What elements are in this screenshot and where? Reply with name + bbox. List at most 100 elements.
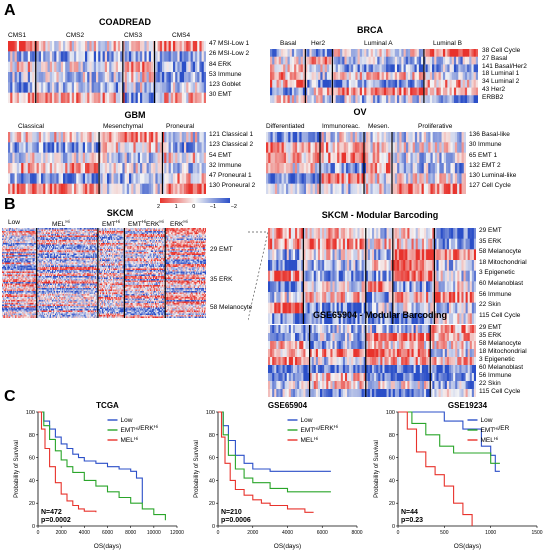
group-label: Proliferative [418,123,452,130]
y-tick-label: 40 [389,478,395,484]
group-label: Luminal B [433,40,462,47]
group-label: CMS3 [124,32,142,39]
y-tick-label: 80 [29,433,35,439]
row-label: 130 Proneural 2 [209,183,255,193]
group-label: Mesenchymal [103,123,143,130]
y-tick-label: 100 [386,410,395,416]
connector-line [248,232,268,320]
group-label: Her2 [311,40,325,47]
row-labels: 29 EMT 35 ERK 58 Melanocyte 18 Mitochond… [479,228,527,323]
heatmap-gbm [8,132,206,194]
heatmap-gse65904-mb [268,325,476,397]
scale-label: 1 [175,204,178,210]
group-label: Differentiated [266,123,305,130]
y-tick-label: 40 [29,478,35,484]
group-label: EMTHiERKHi [128,219,164,228]
y-tick-label: 100 [206,410,215,416]
row-label: 35 ERK [210,268,232,286]
chart-title: TCGA [96,401,119,410]
group-label: Mesen. [368,123,389,130]
y-tick-label: 20 [389,501,395,507]
x-tick-label: 2000 [56,530,67,536]
y-axis-label: Probability of Survival [194,440,200,498]
y-tick-label: 60 [209,456,215,462]
row-label: 29 EMT [210,238,233,256]
legend-label: EMTHi/ER [481,425,510,434]
legend-label: EMTHi/ERKHi [121,424,158,434]
heatmap-skcm [2,228,206,318]
group-label: CMS2 [66,32,84,39]
y-tick-label: 0 [32,524,35,530]
y-tick-label: 20 [29,501,35,507]
x-tick-label: 500 [440,530,449,536]
scale-label: 0 [192,204,195,210]
x-tick-label: 8000 [125,530,136,536]
group-label: Low [8,219,20,226]
chart-title: GSE19234 [448,401,488,410]
group-label: Classical [18,123,44,130]
x-tick-label: 2000 [247,530,258,536]
legend-label: Low [121,417,133,424]
x-axis-label: OS(days) [94,543,121,550]
stat-annotation: p=0.0002 [41,517,71,524]
stat-annotation: p=0.0006 [221,517,251,524]
x-tick-label: 4000 [79,530,90,536]
row-labels: 29 EMT 35 ERK 58 Melanocyte 18 Mitochond… [479,325,527,397]
panel-letter-a: A [4,2,16,20]
y-tick-label: 40 [209,478,215,484]
stat-annotation: N=472 [41,509,62,516]
km-curve [218,412,314,512]
x-tick-label: 6000 [317,530,328,536]
x-tick-label: 0 [217,530,220,536]
stat-annotation: N=210 [221,509,242,516]
heatmap-title: COADREAD [40,17,210,27]
y-tick-label: 60 [389,456,395,462]
stat-annotation: N=44 [401,509,418,516]
group-label: MELHi [52,219,70,228]
x-tick-label: 4000 [282,530,293,536]
group-label: EMTHi [102,219,120,228]
heatmap-title: GSE65904 - Modular Barcoding [290,310,470,320]
color-scale-bar [160,198,230,203]
heatmap-title: SKCM [70,208,170,218]
y-tick-label: 80 [389,433,395,439]
group-label: Basal [280,40,296,47]
row-labels: 136 Basal-like 30 Immune 65 EMT 1 132 EM… [469,132,516,194]
x-tick-label: 1500 [531,530,542,536]
heatmap-title: SKCM - Modular Barcoding [290,210,470,220]
legend-label: Low [481,417,493,424]
x-tick-label: 6000 [102,530,113,536]
heatmap-title: GBM [60,110,210,120]
y-tick-label: 20 [209,501,215,507]
row-label: ERBB2 [482,95,527,103]
heatmap-brca [270,49,478,103]
group-label: CMS4 [172,32,190,39]
x-tick-label: 12000 [170,530,184,536]
group-label: ERKHi [170,219,188,228]
scale-label: −1 [210,204,216,210]
y-tick-label: 60 [29,456,35,462]
y-tick-label: 80 [209,433,215,439]
x-tick-label: 0 [397,530,400,536]
legend-label: MELHi [301,436,319,444]
legend-label: MELHi [121,436,139,444]
legend-label: MELHi [481,436,499,444]
group-label: Proneural [166,123,194,130]
group-label: CMS1 [8,32,26,39]
row-label: 115 Cell Cycle [479,313,527,324]
row-label: 60 Melanoblast [479,281,527,292]
heatmap-coadread [8,41,206,103]
x-tick-label: 10000 [147,530,161,536]
row-label: 29 EMT [479,228,527,239]
row-labels: 47 MSI-Low 1 26 MSI-Low 2 84 ERK 53 Immu… [209,41,249,103]
heatmap-ov [266,132,466,194]
row-label: 58 Melanocyte [210,296,252,314]
legend-label: EMTHi/ERKHi [301,424,338,434]
group-label: Immunoreac. [322,123,360,130]
row-labels: 38 Cell Cycle 27 Basal 141 Basal/Her2 18… [482,48,527,103]
